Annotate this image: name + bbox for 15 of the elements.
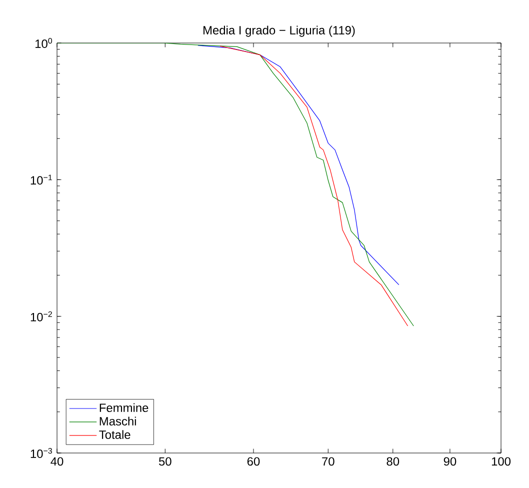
legend-label: Totale <box>99 430 130 439</box>
y-tick-label: 10$^{−3}$ <box>30 448 52 458</box>
legend-label: Femmine <box>100 403 148 412</box>
chart-title: Media I grado − Liguria (119) <box>204 26 355 37</box>
x-tick-label: 80 <box>386 457 400 466</box>
y-tick-label: 10$^{0}$ <box>36 38 52 48</box>
x-tick-label: 60 <box>247 457 260 466</box>
x-tick-label: 90 <box>444 457 456 466</box>
x-tick-label: 70 <box>322 457 334 466</box>
x-tick-label: 40 <box>50 457 64 466</box>
legend-label: Maschi <box>100 416 136 426</box>
y-tick-label: 10$^{−2}$ <box>30 311 52 322</box>
x-tick-label: 100 <box>492 457 511 466</box>
y-tick-label: 10$^{−1}$ <box>30 174 52 185</box>
x-tick-label: 50 <box>158 457 172 466</box>
